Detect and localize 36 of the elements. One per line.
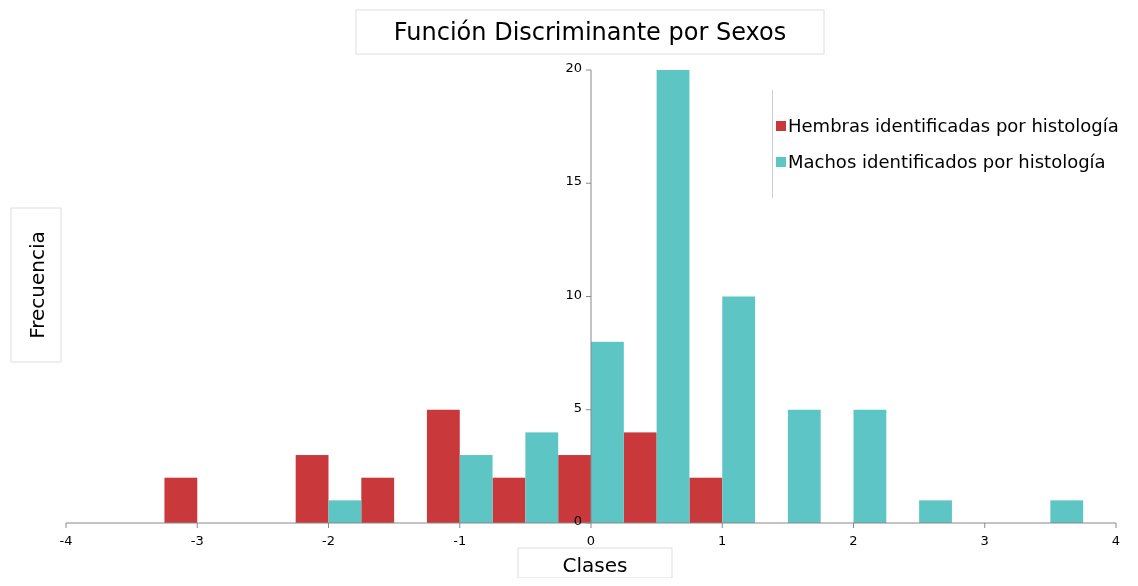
y-tick-label: 15 xyxy=(565,173,582,189)
y-tick-label: 10 xyxy=(565,286,582,302)
y-axis-title: Frecuencia xyxy=(25,231,49,339)
bar xyxy=(525,432,559,523)
y-tick-label: 20 xyxy=(565,60,582,75)
legend-label: Machos identificados por histología xyxy=(788,151,1106,172)
bar xyxy=(295,455,329,523)
x-tick-label: -2 xyxy=(322,533,335,548)
x-tick-label: 2 xyxy=(849,533,858,548)
x-tick-label: -3 xyxy=(190,533,204,548)
bar xyxy=(656,70,690,523)
bar xyxy=(689,477,723,523)
bar xyxy=(919,500,952,523)
bar xyxy=(361,477,395,523)
x-axis-title: Clases xyxy=(562,553,628,577)
legend-label: Hembras identificadas por histología xyxy=(788,115,1119,136)
bar xyxy=(591,341,624,523)
bar xyxy=(1050,500,1084,523)
bar xyxy=(623,432,657,523)
x-tick-label: 3 xyxy=(980,533,989,548)
bar xyxy=(426,409,460,523)
bar xyxy=(164,477,198,523)
bar xyxy=(722,296,756,523)
bar xyxy=(558,455,591,523)
bar xyxy=(492,477,526,523)
x-tick-label: -1 xyxy=(453,533,467,548)
bar xyxy=(328,500,362,523)
x-tick-label: 1 xyxy=(718,533,727,548)
bar xyxy=(853,409,887,523)
bar xyxy=(459,455,493,523)
y-tick-label: 5 xyxy=(573,399,582,415)
x-tick-label: 4 xyxy=(1111,533,1121,548)
x-tick-label: 0 xyxy=(586,533,596,548)
chart-title: Función Discriminante por Sexos xyxy=(393,18,787,46)
bar xyxy=(787,409,821,523)
x-tick-label: -4 xyxy=(59,533,73,548)
